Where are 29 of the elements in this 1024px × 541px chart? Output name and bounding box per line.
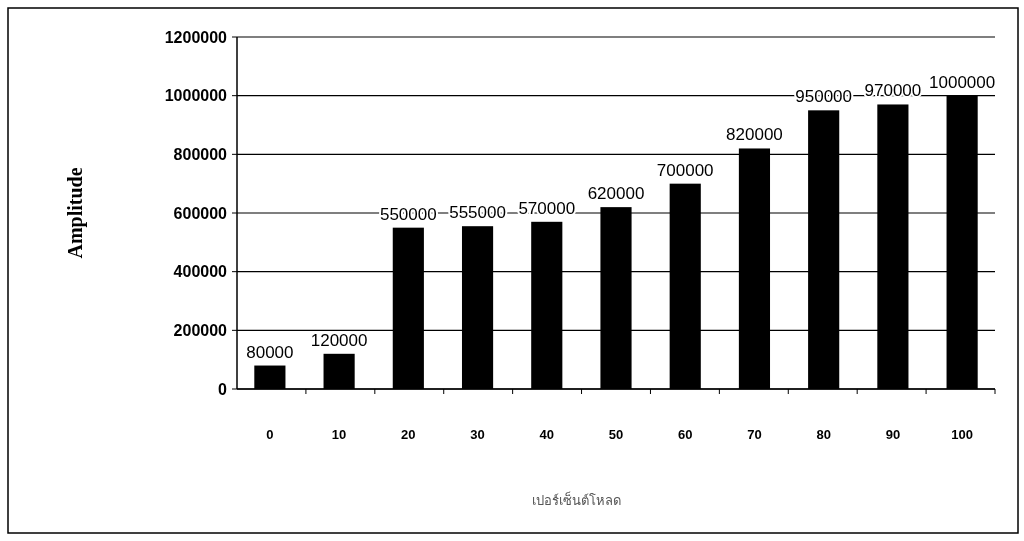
data-label: 620000 — [587, 184, 645, 204]
y-axis-title: Amplitude — [64, 167, 87, 259]
data-label: 1000000 — [929, 72, 996, 92]
x-tick-label: 40 — [539, 427, 555, 442]
x-tick-label: 60 — [677, 427, 693, 442]
x-tick-label: 70 — [747, 427, 762, 442]
x-tick-label: 30 — [470, 427, 485, 442]
y-tick-label: 1000000 — [164, 87, 228, 105]
y-tick-label: 800000 — [173, 145, 228, 163]
x-tick-label: 0 — [266, 427, 274, 442]
data-label: 820000 — [726, 125, 783, 145]
data-label: 80000 — [246, 342, 294, 362]
x-tick-label: 80 — [816, 427, 831, 442]
x-tick-label: 20 — [401, 427, 416, 442]
x-tick-label: 100 — [951, 427, 973, 442]
data-label: 555000 — [449, 203, 506, 223]
y-tick-label: 1200000 — [164, 28, 228, 46]
x-tick-label: 10 — [331, 427, 347, 442]
data-label: 700000 — [656, 160, 714, 180]
x-tick-label: 50 — [608, 427, 624, 442]
y-tick-label: 0 — [218, 380, 228, 398]
data-label: 570000 — [518, 198, 576, 218]
y-tick-label: 600000 — [173, 204, 228, 222]
x-tick-label: 90 — [885, 427, 901, 442]
data-label: 550000 — [379, 204, 437, 224]
y-tick-label: 400000 — [173, 263, 228, 281]
y-tick-label: 200000 — [173, 321, 228, 339]
x-axis-title: เปอร์เซ็นต์โหลด — [531, 491, 621, 508]
data-label: 120000 — [310, 330, 368, 350]
